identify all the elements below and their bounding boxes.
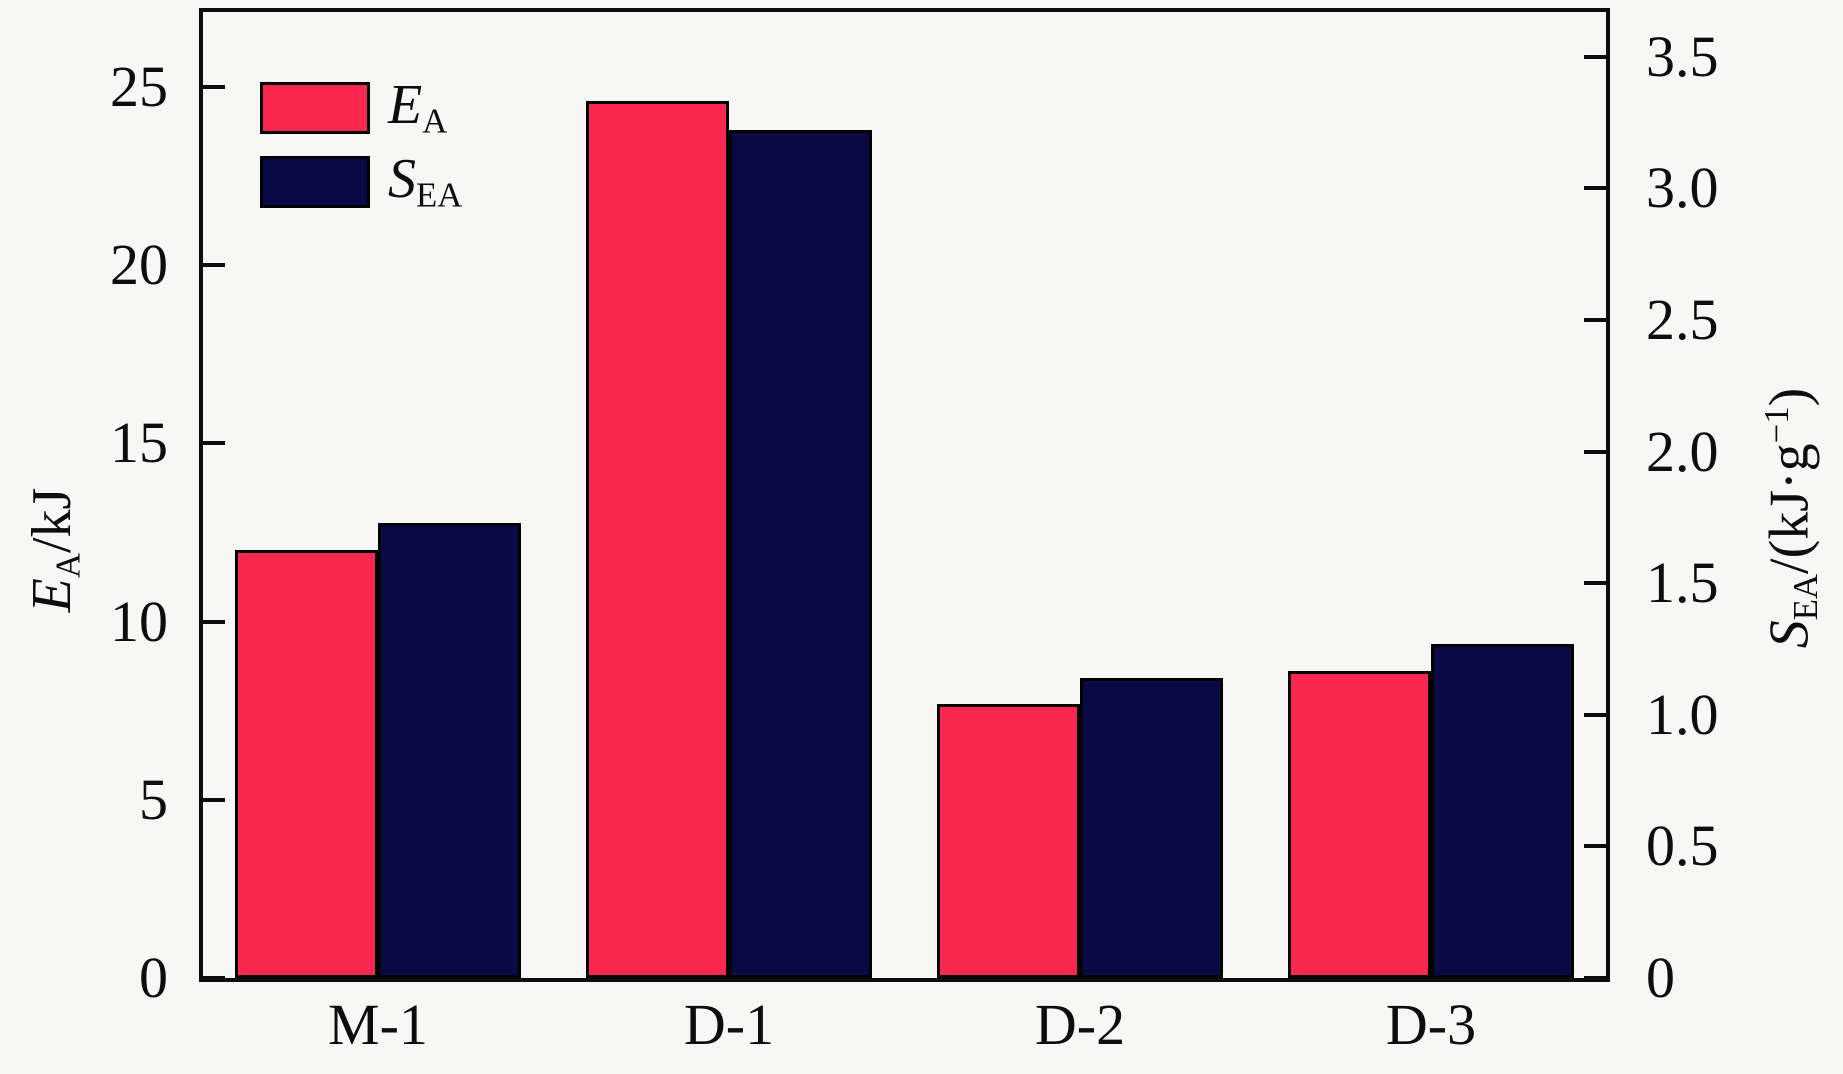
right-axis-tick — [1584, 844, 1606, 848]
right-axis-tick — [1584, 976, 1606, 980]
bar-s-ea-m-1 — [378, 523, 521, 978]
left-axis-tick — [203, 798, 225, 802]
right-axis-tick-label: 3.5 — [1646, 24, 1719, 89]
x-axis-label-m-1: M-1 — [328, 992, 428, 1057]
legend-swatch — [260, 82, 370, 134]
bar-e-a-d-3 — [1288, 671, 1431, 978]
text-part: A — [48, 553, 88, 579]
text-part: /kJ — [20, 487, 83, 554]
left-axis-tick-label: 0 — [139, 945, 168, 1010]
right-axis-tick-label: 0 — [1646, 945, 1675, 1010]
right-axis-tick-label: 2.5 — [1646, 287, 1719, 352]
right-axis-tick — [1584, 713, 1606, 717]
right-axis-tick-label: 2.0 — [1646, 419, 1719, 484]
bar-e-a-m-1 — [235, 550, 378, 978]
right-axis-title: SEA/(kJ·g−1) — [1757, 387, 1826, 649]
left-axis-tick — [203, 620, 225, 624]
left-axis-tick-label: 5 — [139, 767, 168, 832]
legend-label: EA — [388, 77, 447, 139]
right-axis-tick-label: 1.5 — [1646, 550, 1719, 615]
bar-e-a-d-2 — [937, 704, 1080, 978]
bar-s-ea-d-2 — [1080, 678, 1223, 978]
legend-label: SEA — [388, 151, 462, 213]
text-part: ) — [1758, 387, 1821, 407]
left-axis-title: EA/kJ — [20, 487, 88, 613]
text-part: E — [388, 73, 423, 136]
right-axis-tick — [1584, 186, 1606, 190]
left-axis-tick — [203, 263, 225, 267]
x-axis-label-d-2: D-2 — [1034, 992, 1126, 1057]
left-axis-tick — [203, 441, 225, 445]
text-part: EA — [416, 175, 463, 215]
right-axis-tick-label: 0.5 — [1646, 813, 1719, 878]
right-axis-tick — [1584, 450, 1606, 454]
legend-item: SEA — [260, 151, 462, 213]
bar-s-ea-d-3 — [1431, 644, 1574, 978]
right-axis-tick-label: 1.0 — [1646, 682, 1719, 747]
text-part: /(kJ·g — [1758, 443, 1821, 574]
x-axis-label-d-3: D-3 — [1385, 992, 1477, 1057]
text-part: E — [20, 578, 83, 613]
left-axis-tick-label: 20 — [110, 232, 168, 297]
left-axis-tick-label: 25 — [110, 54, 168, 119]
text-part: A — [422, 101, 448, 141]
text-part: −1 — [1757, 406, 1797, 444]
right-axis-tick — [1584, 318, 1606, 322]
text-part: S — [388, 147, 416, 210]
right-axis-tick — [1584, 581, 1606, 585]
bar-s-ea-d-1 — [729, 130, 872, 978]
left-axis-tick — [203, 976, 225, 980]
legend-swatch — [260, 156, 370, 208]
text-part: EA — [1786, 573, 1826, 621]
left-axis-tick — [203, 85, 225, 89]
left-axis-tick-label: 10 — [110, 589, 168, 654]
legend-item: EA — [260, 77, 462, 139]
plot-area: EA SEA — [199, 8, 1610, 982]
legend: EA SEA — [260, 77, 462, 228]
x-axis-label-d-1: D-1 — [683, 992, 775, 1057]
text-part: S — [1758, 620, 1821, 649]
bar-e-a-d-1 — [586, 101, 729, 978]
right-axis-tick-label: 3.0 — [1646, 155, 1719, 220]
right-axis-tick — [1584, 55, 1606, 59]
left-axis-tick-label: 15 — [110, 410, 168, 475]
